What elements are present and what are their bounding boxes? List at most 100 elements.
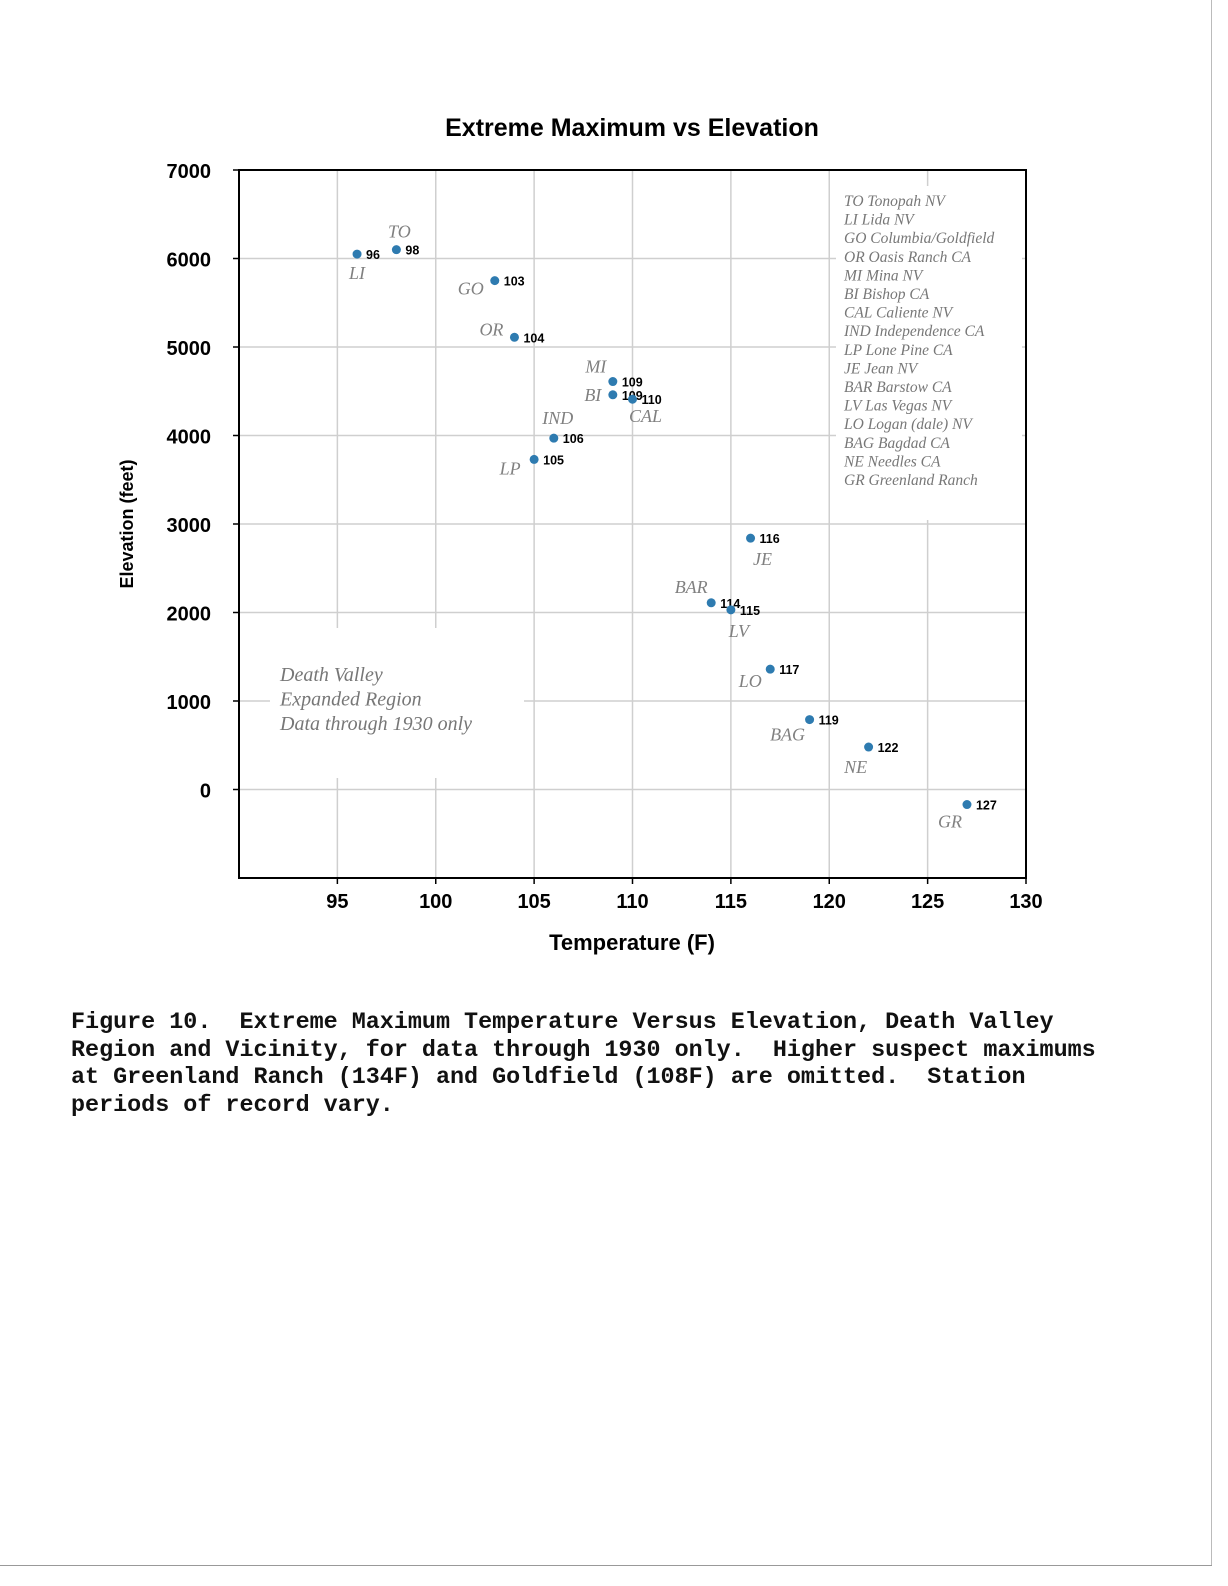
data-point-ne — [864, 742, 874, 752]
legend-entry: BI Bishop CA — [844, 286, 930, 303]
legend-entry: JE Jean NV — [844, 360, 919, 377]
annotation-line: Data through 1930 only — [279, 713, 472, 735]
data-point-or — [509, 332, 519, 342]
y-tick-label: 3000 — [167, 515, 212, 537]
x-axis-label: Temperature (F) — [549, 930, 715, 955]
legend-entry: CAL Caliente NV — [844, 305, 954, 322]
y-tick-label: 6000 — [167, 250, 212, 272]
page-edge-right — [1211, 0, 1212, 1566]
y-tick-label: 4000 — [167, 427, 212, 449]
station-label: IND — [541, 408, 573, 428]
value-label: 116 — [760, 532, 780, 546]
data-point-lp — [529, 454, 539, 464]
legend-entry: BAG Bagdad CA — [844, 435, 950, 452]
station-label: JE — [753, 549, 772, 569]
caption-line: Figure 10. Extreme Maximum Temperature V… — [71, 1010, 1054, 1036]
station-label: TO — [388, 222, 411, 242]
caption-line: at Greenland Ranch (134F) and Goldfield … — [71, 1065, 1026, 1092]
station-label: BAR — [675, 577, 708, 597]
station-label: CAL — [629, 406, 662, 426]
station-label: BI — [584, 385, 602, 405]
y-tick-label: 1000 — [167, 692, 212, 714]
station-label: NE — [843, 757, 867, 777]
value-label: 115 — [740, 604, 760, 618]
data-point-lv — [726, 605, 736, 615]
x-tick-label: 95 — [326, 891, 348, 913]
value-label: 103 — [504, 275, 525, 289]
value-label: 117 — [779, 663, 799, 677]
legend-entry: GO Columbia/Goldfield — [844, 230, 995, 247]
legend-entry: MI Mina NV — [843, 267, 924, 284]
y-tick-label: 0 — [200, 781, 211, 803]
chart-title: Extreme Maximum vs Elevation — [445, 114, 819, 142]
legend-entry: TO Tonopah NV — [844, 193, 946, 210]
x-tick-label: 130 — [1009, 891, 1042, 913]
legend-entry: LP Lone Pine CA — [843, 342, 953, 359]
data-points: 98TO96LI103GO104OR109MI109BI110CAL106IND… — [348, 222, 997, 832]
x-tick-label: 115 — [715, 891, 747, 913]
axis-ticks: 95 100 105 110 115 120 125 130 0 1000 2000 3000 4000… — [167, 161, 1043, 913]
caption-line: Region and Vicinity, for data through 19… — [71, 1037, 1096, 1064]
y-axis-label: Elevation (feet) — [117, 459, 137, 588]
data-point-mi — [608, 377, 618, 387]
y-tick-label: 7000 — [167, 161, 212, 183]
legend-entry: BAR Barstow CA — [844, 379, 952, 396]
legend-entry: LI Lida NV — [843, 212, 915, 229]
value-label: 114 — [720, 597, 740, 611]
data-point-gr — [962, 800, 972, 810]
station-label: MI — [584, 357, 607, 377]
value-label: 96 — [366, 248, 380, 262]
x-tick-label: 125 — [911, 891, 944, 913]
data-point-go — [490, 276, 500, 286]
station-label: OR — [479, 319, 503, 339]
value-label: 110 — [642, 393, 662, 407]
legend-entry: LO Logan (dale) NV — [843, 416, 973, 433]
value-label: 119 — [819, 714, 839, 728]
station-label: GO — [458, 279, 484, 299]
y-tick-label: 2000 — [167, 604, 212, 626]
value-label: 109 — [622, 376, 643, 390]
station-label: LO — [738, 671, 762, 691]
x-tick-label: 100 — [419, 891, 452, 913]
station-label: LV — [728, 621, 751, 641]
value-label: 105 — [543, 453, 564, 467]
station-label: LP — [499, 458, 521, 478]
data-point-li — [352, 249, 362, 259]
data-point-bar — [706, 598, 716, 608]
value-label: 98 — [405, 244, 419, 258]
page-edge-bottom — [0, 1565, 1212, 1566]
caption-line: periods of record vary. — [71, 1093, 394, 1120]
x-tick-label: 105 — [517, 891, 550, 913]
data-point-cal — [628, 394, 637, 404]
annotation-background — [270, 628, 524, 778]
x-tick-label: 110 — [616, 891, 648, 913]
scatter-chart: Extreme Maximum vs Elevation TO Tonopah … — [117, 114, 1043, 955]
value-label: 127 — [976, 799, 997, 813]
value-label: 122 — [878, 741, 899, 755]
legend-background — [836, 186, 1022, 520]
data-point-je — [746, 533, 756, 543]
legend-entry: IND Independence CA — [843, 323, 985, 340]
annotation-line: Expanded Region — [279, 689, 422, 711]
station-label: GR — [938, 812, 962, 832]
data-point-bi — [608, 390, 618, 400]
station-label: LI — [348, 263, 366, 283]
value-label: 104 — [523, 331, 544, 345]
legend-entry: LV Las Vegas NV — [843, 398, 953, 415]
data-point-to — [391, 245, 401, 255]
legend-entry: OR Oasis Ranch CA — [844, 249, 972, 266]
data-point-ind — [549, 433, 559, 443]
value-label: 106 — [563, 432, 584, 446]
legend-entry: GR Greenland Ranch — [844, 472, 978, 489]
data-point-bag — [805, 715, 815, 725]
data-point-lo — [765, 664, 775, 674]
figure-caption: Figure 10. Extreme Maximum Temperature V… — [71, 1010, 1096, 1121]
x-tick-label: 120 — [813, 891, 846, 913]
y-tick-label: 5000 — [167, 338, 212, 360]
annotation-line: Death Valley — [279, 664, 383, 686]
grid-lines — [239, 170, 1026, 878]
legend-entry: NE Needles CA — [843, 453, 941, 470]
station-label: BAG — [770, 725, 805, 745]
